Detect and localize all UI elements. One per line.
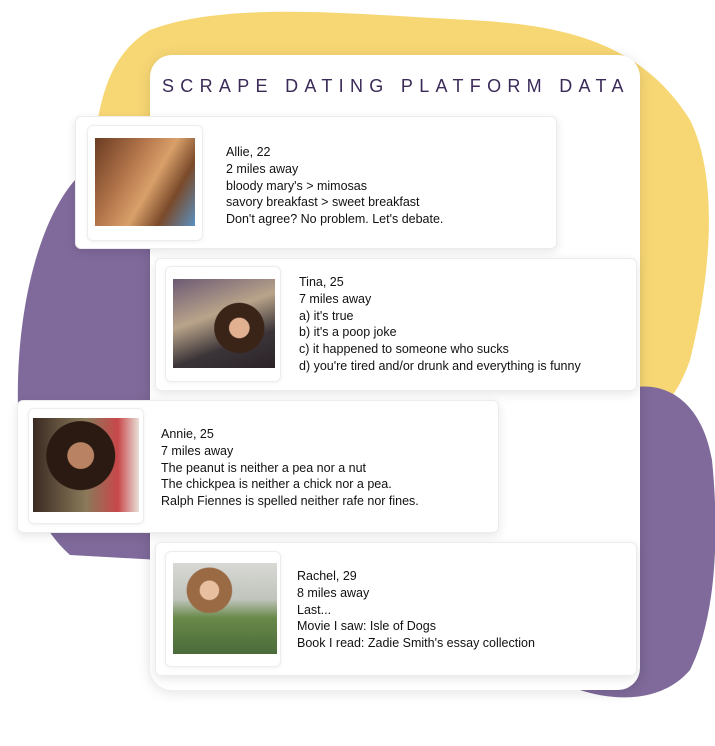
profile-bio-line: Last... (297, 602, 332, 617)
profile-text: Rachel, 29 8 miles away Last... Movie I … (297, 568, 535, 652)
profile-bio-line: a) it's true (299, 308, 354, 323)
profile-text: Annie, 25 7 miles away The peanut is nei… (161, 426, 419, 510)
profile-bio-line: Ralph Fiennes is spelled neither rafe no… (161, 494, 419, 509)
profile-photo-annie (33, 418, 139, 512)
profile-bio-line: Don't agree? No problem. Let's debate. (226, 212, 444, 227)
profile-photo-allie (95, 138, 195, 226)
profile-bio-line: Book I read: Zadie Smith's essay collect… (297, 636, 535, 651)
profile-bio-line: The chickpea is neither a chick nor a pe… (161, 477, 392, 492)
profile-photo-tina (173, 279, 275, 368)
profile-name-age: Allie, 22 (226, 145, 271, 159)
profile-name-age: Annie, 25 (161, 427, 214, 441)
profile-bio-line: c) it happened to someone who sucks (299, 342, 509, 357)
page-title: SCRAPE DATING PLATFORM DATA (162, 76, 630, 96)
profile-distance: 2 miles away (226, 161, 299, 176)
profile-bio-line: bloody mary's > mimosas (226, 178, 367, 193)
profile-distance: 7 miles away (161, 443, 234, 458)
profile-text: Tina, 25 7 miles away a) it's true b) it… (299, 274, 581, 375)
profile-text: Allie, 22 2 miles away bloody mary's > m… (226, 144, 443, 228)
profile-photo-rachel (173, 563, 277, 654)
profile-distance: 8 miles away (297, 585, 370, 600)
profile-bio-line: The peanut is neither a pea nor a nut (161, 460, 367, 475)
profile-bio-line: Movie I saw: Isle of Dogs (297, 619, 436, 634)
profile-bio-line: b) it's a poop joke (299, 325, 397, 340)
profile-name-age: Rachel, 29 (297, 569, 357, 583)
profile-bio-line: d) you're tired and/or drunk and everyth… (299, 358, 581, 373)
profile-distance: 7 miles away (299, 291, 372, 306)
profile-bio-line: savory breakfast > sweet breakfast (226, 195, 420, 210)
profile-name-age: Tina, 25 (299, 275, 344, 289)
